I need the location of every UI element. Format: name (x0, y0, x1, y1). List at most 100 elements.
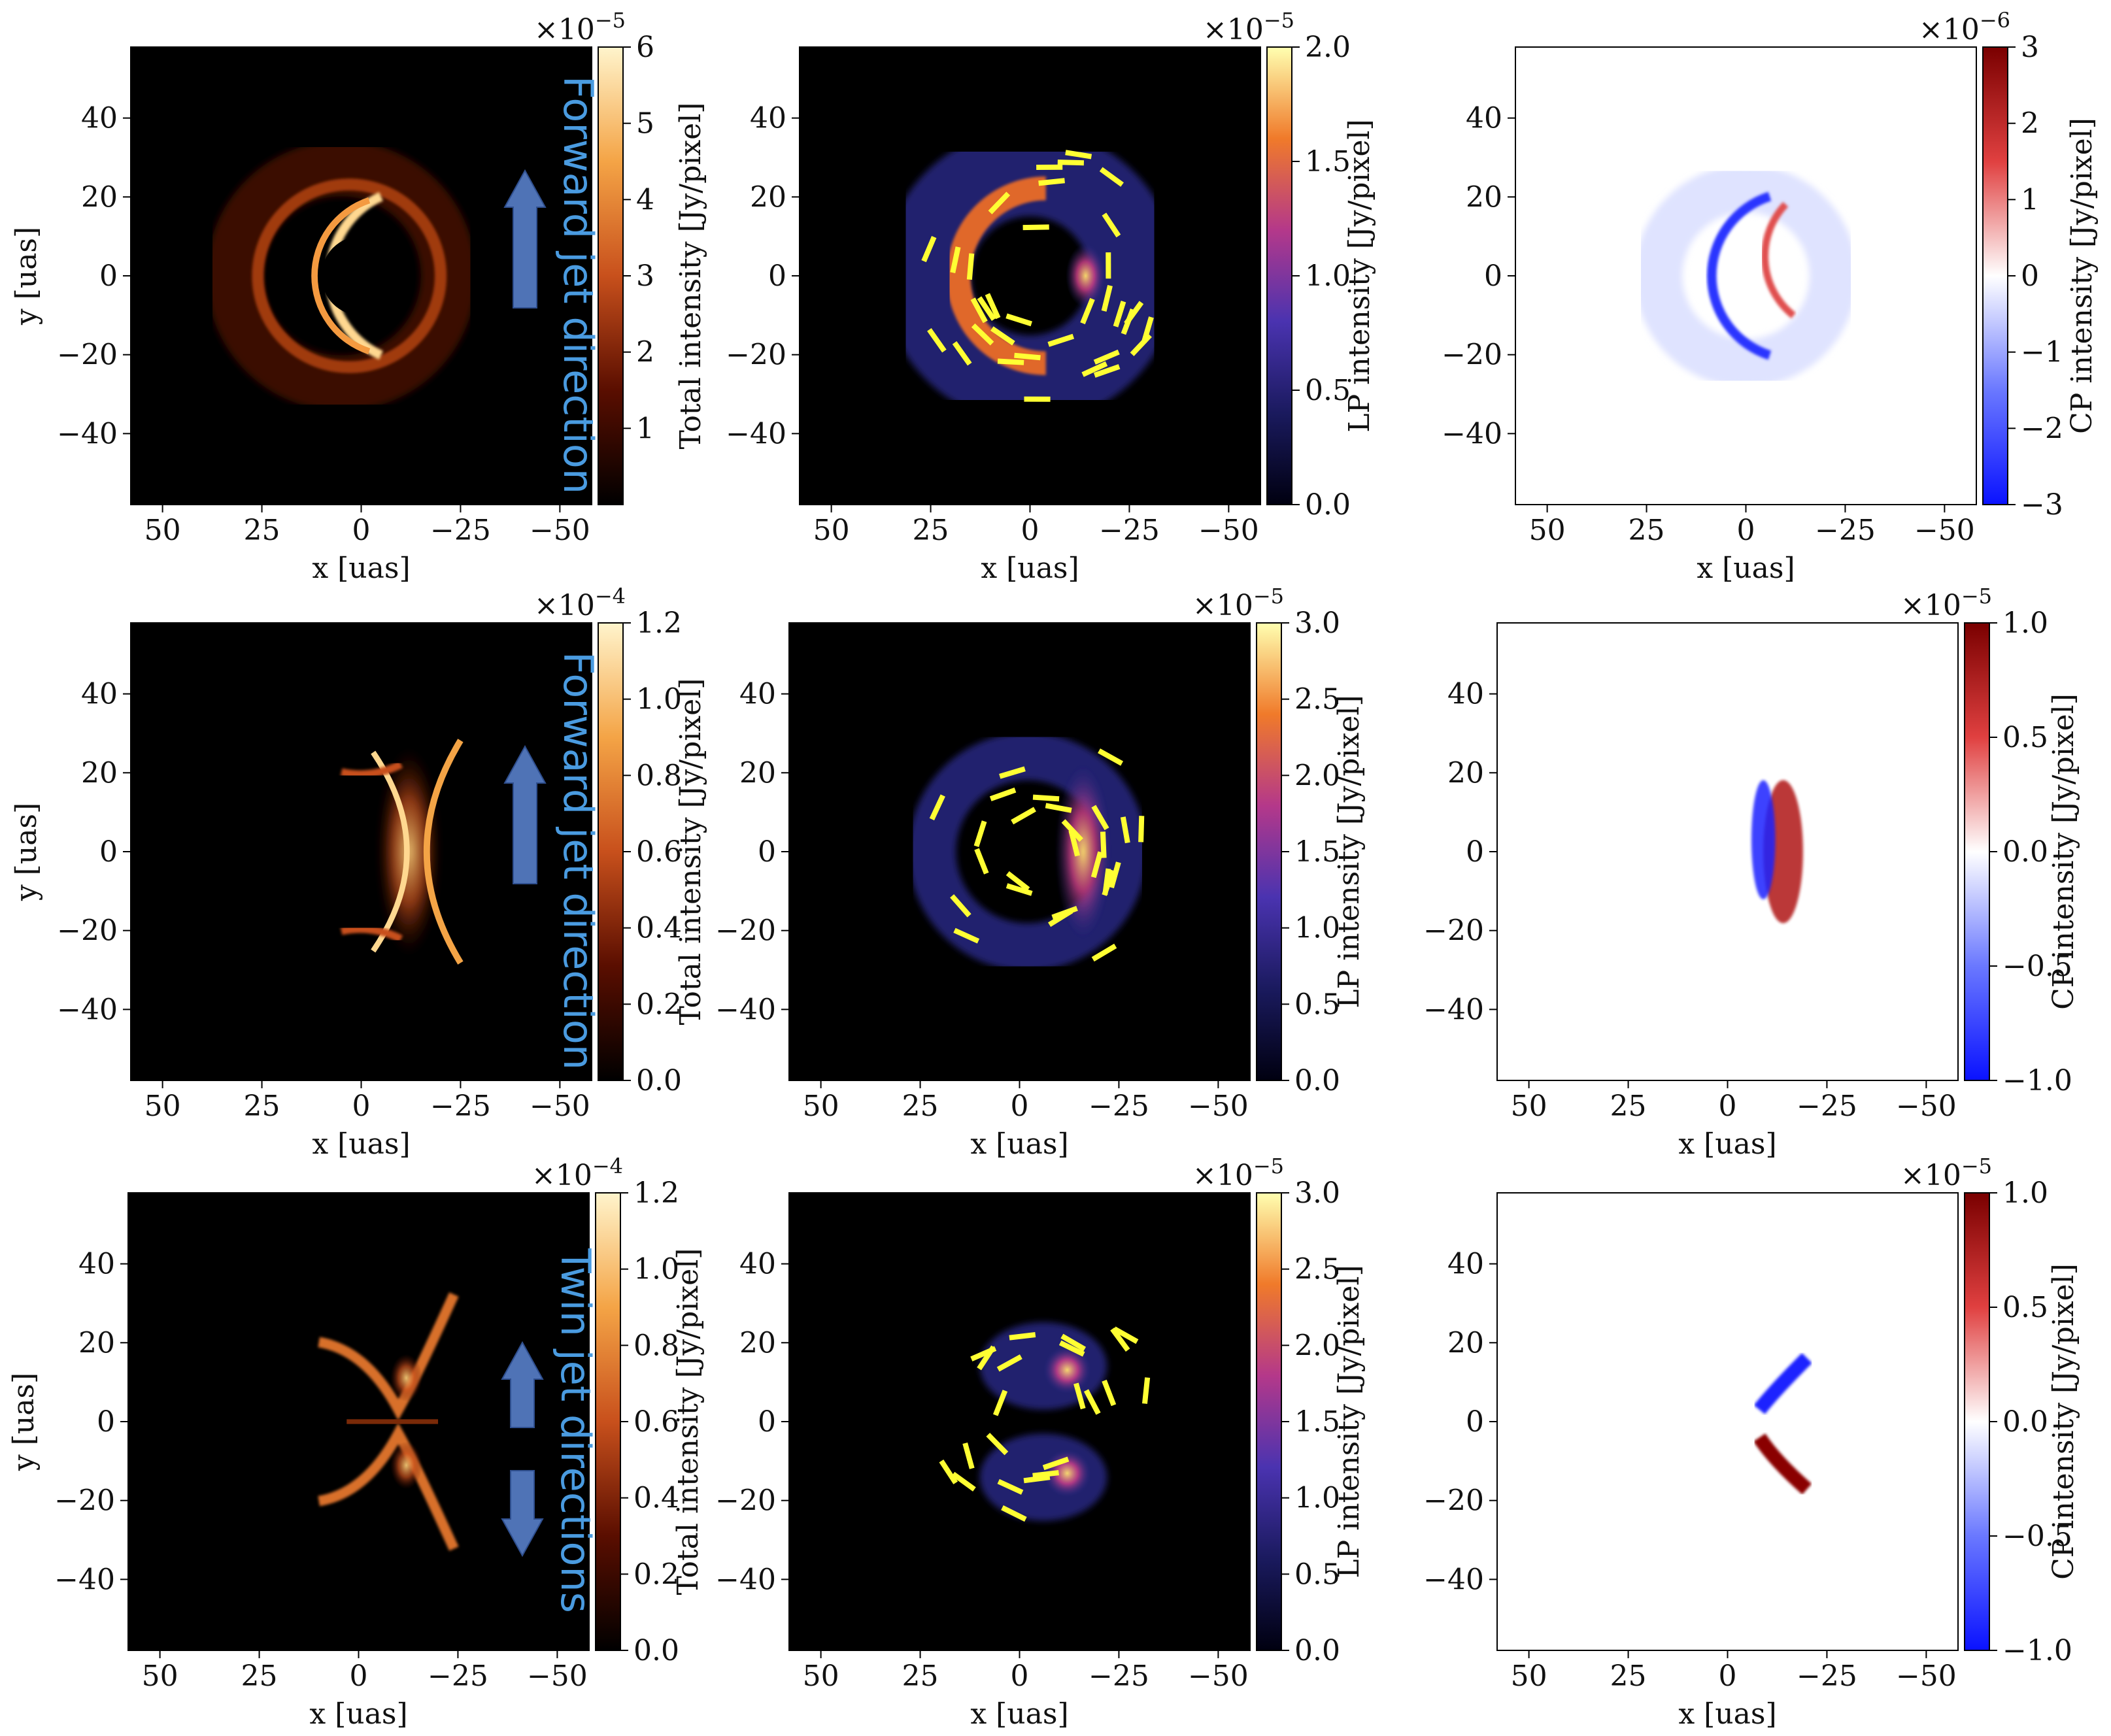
colorbar-tick-label: 0.4 (633, 1482, 679, 1515)
y-tick-label: −20 (1423, 1484, 1484, 1518)
colorbar-tick-label: −1.0 (2002, 1634, 2072, 1667)
colorbar-tick-label: 2.5 (1294, 1253, 1340, 1286)
colorbar-tick-label: 5 (636, 107, 654, 141)
colorbar (1964, 1192, 1990, 1651)
colorbar-tick-label: 1.5 (1294, 1405, 1340, 1439)
evpa-tick (985, 293, 1001, 320)
x-axis-label: x [uas] (970, 1697, 1068, 1731)
y-axis-label: y [uas] (7, 1373, 41, 1471)
colorbar-tick-label: 0.2 (633, 1558, 679, 1591)
colorbar (595, 1192, 621, 1651)
evpa-tick (1032, 1470, 1059, 1478)
evpa-tick (992, 1390, 1008, 1416)
x-tick-label: −50 (1198, 514, 1259, 547)
colorbar-tick-label: 1 (2021, 183, 2039, 216)
colorbar-tick-label: 1.0 (1305, 259, 1351, 293)
x-tick-label: 50 (142, 1660, 178, 1693)
x-tick-label: −50 (1188, 1660, 1249, 1693)
colorbar-multiplier: ×10−5 (1192, 584, 1284, 622)
colorbar-tick-label: 0.0 (2002, 1405, 2048, 1439)
colorbar-tick-label: −0.5 (2002, 950, 2072, 983)
evpa-tick (950, 894, 971, 918)
y-tick-label: 20 (81, 180, 118, 214)
panel-r1c2: 50 25 0 −25 −50 40 20 0 −20 −40 x [uas] −1.0 −0.5 0.0… (1423, 584, 2080, 1161)
x-tick-label: 0 (352, 1090, 371, 1123)
x-tick-label: 25 (1629, 514, 1665, 547)
colorbar (598, 46, 624, 505)
evpa-tick (953, 927, 980, 944)
evpa-tick (1080, 297, 1095, 325)
evpa-tick (1023, 1475, 1051, 1484)
image-content (1634, 164, 1857, 388)
x-tick-label: −50 (1188, 1090, 1249, 1123)
colorbar-label: LP intensity [Jy/pixel] (1343, 119, 1376, 432)
lp-ring-halo (883, 129, 1177, 423)
colorbar-multiplier: ×10−5 (1900, 1154, 1992, 1192)
cp-positive-region (1753, 1433, 1812, 1495)
colorbar-multiplier: ×10−5 (1203, 8, 1294, 46)
y-tick-label: −20 (57, 339, 118, 372)
y-tick-label: 0 (758, 835, 776, 869)
y-tick-label: 40 (81, 102, 118, 135)
y-tick-label: −40 (1423, 993, 1484, 1026)
y-tick-label: −20 (715, 914, 776, 948)
evpa-tick (1081, 361, 1108, 377)
x-tick-label: 50 (803, 1090, 839, 1123)
panel-r2c0: 50 25 0 −25 −50 40 20 0 −20 −40 x [uas] y [uas] 0.0 0… (7, 1154, 705, 1731)
y-tick-label: 40 (739, 1248, 776, 1281)
colorbar-tick-label: −3 (2021, 488, 2063, 522)
colorbar-tick-label: 1.5 (1305, 145, 1351, 178)
evpa-tick (1001, 1505, 1027, 1522)
x-axis-label: x [uas] (1678, 1127, 1776, 1161)
colorbar-label: CP intensity [Jy/pixel] (2047, 693, 2080, 1010)
y-tick-label: 20 (1447, 756, 1484, 790)
y-tick-label: −20 (1442, 339, 1502, 372)
colorbar (1266, 46, 1292, 505)
y-tick-label: 20 (78, 1326, 115, 1360)
emission-arc (371, 750, 410, 953)
cp-negative-region (1751, 780, 1776, 899)
colorbar-label: Total intensity [Jy/pixel] (671, 1248, 705, 1595)
image-content (883, 129, 1177, 423)
evpa-tick (1005, 883, 1033, 896)
x-tick-label: 25 (1610, 1660, 1647, 1693)
x-tick-label: 25 (913, 514, 949, 547)
evpa-tick (986, 1433, 1009, 1456)
colorbar (1982, 46, 2008, 505)
colorbar-tick-label: 0.0 (2002, 835, 2048, 869)
x-tick-label: 50 (1511, 1090, 1547, 1123)
evpa-tick (939, 1459, 958, 1484)
colorbar-tick-label: 1.0 (1294, 1482, 1340, 1515)
x-tick-label: −50 (527, 1660, 588, 1693)
x-tick-label: 0 (1021, 514, 1039, 547)
evpa-tick (1091, 943, 1117, 962)
colorbar-label: Total intensity [Jy/pixel] (674, 678, 707, 1026)
y-tick-label: 40 (1466, 102, 1502, 135)
colorbar-tick-label: 2.0 (1294, 1329, 1340, 1362)
colorbar-tick-label: −0.5 (2002, 1520, 2072, 1553)
y-tick-label: 20 (750, 180, 786, 214)
evpa-tick (1051, 905, 1078, 920)
y-tick-label: −20 (54, 1484, 115, 1518)
jet-direction-annotation: Forward jet direction (554, 652, 602, 1070)
colorbar-tick-label: 0.6 (633, 1405, 679, 1439)
x-tick-label: −50 (1896, 1090, 1957, 1123)
emission-ring-halo (206, 141, 477, 411)
x-tick-label: 25 (902, 1660, 939, 1693)
arrow-down-icon (501, 1470, 544, 1558)
colorbar-tick-label: 2 (636, 336, 654, 369)
colorbar-multiplier: ×10−4 (532, 1154, 623, 1192)
shadow (321, 236, 401, 316)
x-tick-label: 0 (1737, 514, 1755, 547)
evpa-tick (966, 253, 975, 280)
emission-arc (340, 760, 403, 778)
evpa-tick (1121, 308, 1136, 335)
colorbar-multiplier: ×10−5 (534, 8, 626, 46)
evpa-tick (1141, 316, 1154, 343)
colorbar-label: CP intensity [Jy/pixel] (2065, 118, 2099, 434)
y-tick-label: −40 (57, 993, 118, 1026)
x-tick-label: 0 (1011, 1660, 1029, 1693)
image-content (908, 732, 1147, 971)
evpa-tick (1042, 1456, 1070, 1471)
evpa-tick (1102, 869, 1115, 896)
